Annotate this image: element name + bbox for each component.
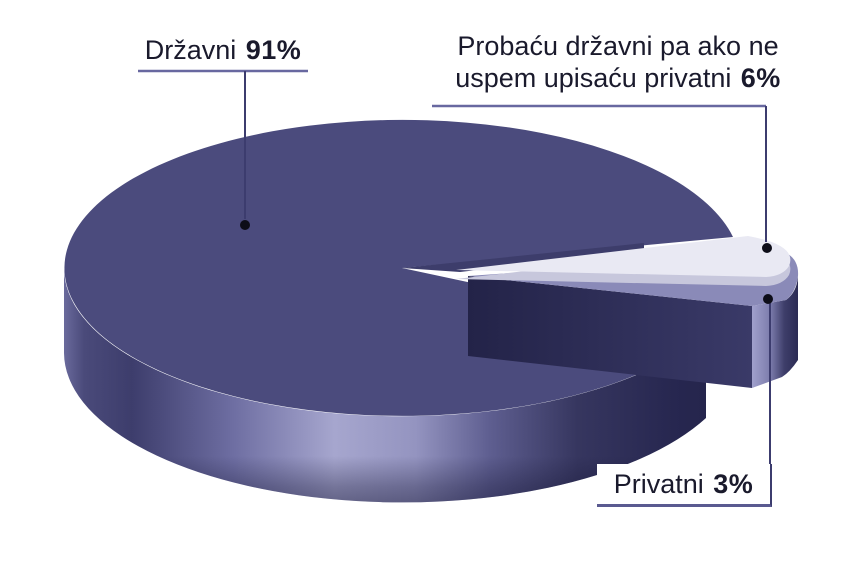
leader-dot-drzavni bbox=[240, 220, 250, 230]
callout-probacu-line2: uspem upisaću privatni bbox=[455, 63, 732, 93]
callout-privatni: Privatni 3% bbox=[597, 464, 772, 507]
callout-probacu: Probaću državni pa ako ne uspem upisaću … bbox=[428, 30, 808, 94]
callout-drzavni: Državni 91% bbox=[118, 34, 328, 66]
notch-inner-wall bbox=[402, 243, 644, 272]
callout-drzavni-pct: 91% bbox=[245, 35, 302, 65]
slice-probacu-top bbox=[456, 236, 791, 277]
callout-privatni-text: Privatni bbox=[613, 469, 704, 499]
leader-dot-probacu bbox=[762, 243, 772, 253]
callout-probacu-line2-wrap: uspem upisaću privatni 6% bbox=[428, 62, 808, 94]
slice-privatni-front-face bbox=[752, 276, 798, 388]
slice-drzavni-side-bottom-shade bbox=[63, 268, 706, 503]
callout-drzavni-text: Državni bbox=[144, 35, 237, 65]
callout-privatni-pct: 3% bbox=[713, 469, 754, 499]
leader-dot-privatni bbox=[763, 294, 773, 304]
callout-probacu-line1: Probaću državni pa ako ne bbox=[457, 31, 779, 61]
slice-privatni-cut-face bbox=[468, 276, 752, 388]
callout-probacu-pct: 6% bbox=[740, 63, 781, 93]
